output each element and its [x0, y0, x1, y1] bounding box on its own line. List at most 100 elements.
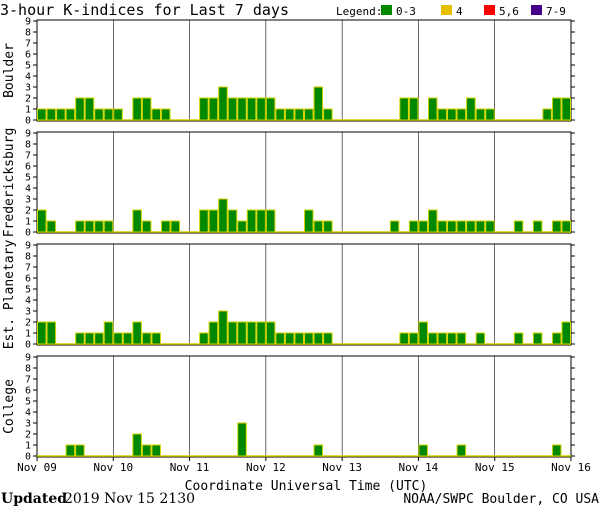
k-index-bar — [237, 97, 247, 121]
k-index-bar — [256, 321, 266, 345]
k-index-bar — [199, 209, 209, 233]
k-index-bar — [246, 97, 257, 121]
y-tick-label: 5 — [25, 397, 31, 408]
k-index-bar — [246, 209, 257, 233]
k-index-bar — [427, 97, 438, 121]
k-index-bar — [37, 321, 47, 345]
k-index-bar — [84, 332, 95, 345]
y-tick-label: 1 — [25, 105, 31, 116]
y-tick-label: 8 — [25, 252, 31, 263]
k-index-bar — [132, 209, 142, 233]
y-tick-label: 2 — [25, 94, 31, 105]
k-index-bar — [46, 321, 57, 345]
k-index-bar — [75, 332, 85, 345]
legend-swatch — [381, 5, 392, 15]
legend-swatch — [441, 5, 452, 15]
y-tick-label: 8 — [25, 364, 31, 375]
k-index-bar — [218, 86, 228, 121]
k-index-bar — [227, 97, 238, 121]
k-index-bar — [475, 332, 486, 345]
k-index-bar — [246, 321, 257, 345]
k-index-bar — [284, 108, 295, 121]
k-index-bar — [141, 444, 152, 457]
legend-item-label: 5,6 — [499, 5, 519, 18]
k-index-bar — [132, 97, 142, 121]
k-index-bar — [418, 444, 428, 457]
chart-title: 3-hour K-indices for Last 7 days — [0, 1, 289, 19]
k-index-bar — [141, 332, 152, 345]
k-index-bar — [561, 97, 572, 121]
k-index-bar — [275, 332, 285, 345]
k-index-bar — [37, 209, 47, 233]
y-tick-label: 7 — [25, 151, 31, 162]
k-index-bar — [437, 220, 448, 233]
panel-label: College — [2, 379, 17, 434]
y-tick-label: 0 — [25, 228, 31, 239]
legend-item-label: 0-3 — [396, 5, 416, 18]
x-tick-label: Nov 11 — [170, 461, 210, 474]
k-index-bar — [170, 220, 181, 233]
y-tick-label: 6 — [25, 50, 31, 61]
k-index-bar — [75, 444, 85, 457]
y-tick-label: 3 — [25, 195, 31, 206]
panel-frame — [36, 243, 572, 346]
x-tick-labels: Nov 09 Nov 10 Nov 11 Nov 12 Nov 13 Nov 14 Nov … — [17, 457, 591, 474]
legend-label: Legend: — [336, 5, 382, 18]
k-index-bar — [456, 332, 467, 345]
k-index-bar — [408, 332, 419, 345]
k-index-bar — [113, 332, 123, 345]
k-index-bar — [113, 108, 123, 121]
y-tick-label: 5 — [25, 61, 31, 72]
k-index-bar — [447, 332, 457, 345]
x-tick-label: Nov 16 — [551, 461, 591, 474]
k-index-bar — [304, 108, 314, 121]
k-index-bar — [103, 321, 114, 345]
x-tick-label: Nov 10 — [93, 461, 133, 474]
y-tick-label: 7 — [25, 263, 31, 274]
k-index-bar — [199, 97, 209, 121]
k-index-bar — [103, 108, 114, 121]
y-tick-label: 7 — [25, 39, 31, 50]
panel-label: Fredericksburg — [2, 128, 17, 238]
k-index-bar — [199, 332, 209, 345]
k-index-bar — [427, 209, 438, 233]
k-index-bar — [227, 209, 238, 233]
k-index-bar — [456, 220, 467, 233]
k-index-bar — [437, 332, 448, 345]
k-index-bar — [141, 220, 152, 233]
k-index-bar — [84, 220, 95, 233]
k-index-bar — [275, 108, 285, 121]
k-index-bar — [218, 198, 228, 233]
k-index-bar — [304, 209, 314, 233]
y-tick-label: 4 — [25, 408, 31, 419]
k-index-bar — [447, 220, 457, 233]
k-index-bar — [418, 220, 428, 233]
k-index-bar — [56, 108, 66, 121]
panels: 0123456789Boulder0123456789Fredericksbur… — [2, 17, 575, 463]
y-tick-label: 2 — [25, 430, 31, 441]
k-index-bar — [208, 321, 219, 345]
k-index-bar — [551, 332, 562, 345]
x-tick-label: Nov 14 — [399, 461, 439, 474]
k-index-bar — [551, 220, 562, 233]
y-tick-label: 9 — [25, 241, 31, 252]
k-index-bar — [37, 108, 47, 121]
k-index-bar — [256, 97, 266, 121]
panel-frame — [36, 19, 572, 122]
x-axis-label: Coordinate Universal Time (UTC) — [185, 479, 428, 494]
x-tick-label: Nov 13 — [322, 461, 362, 474]
k-index-bar — [46, 108, 57, 121]
k-index-bar — [151, 108, 161, 121]
k-index-bar — [132, 433, 142, 457]
y-tick-label: 3 — [25, 307, 31, 318]
k-index-bar — [313, 332, 324, 345]
legend-swatch — [531, 5, 542, 15]
y-tick-label: 0 — [25, 340, 31, 351]
k-index-bar — [46, 220, 57, 233]
k-index-bar — [418, 321, 428, 345]
y-tick-label: 3 — [25, 83, 31, 94]
